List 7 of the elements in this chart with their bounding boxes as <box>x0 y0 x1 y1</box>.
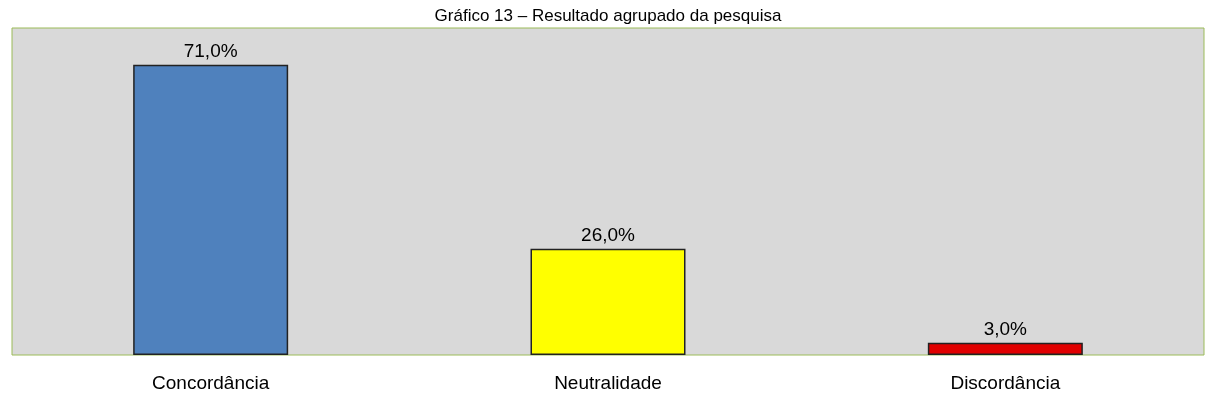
x-tick-label: Concordância <box>152 372 270 393</box>
data-label: 3,0% <box>983 317 1028 339</box>
data-label: 26,0% <box>581 223 636 245</box>
x-tick-label: Neutralidade <box>554 372 662 393</box>
data-label: 71,0% <box>183 39 238 61</box>
chart-title: Gráfico 13 – Resultado agrupado da pesquisa <box>434 6 782 25</box>
x-tick-label: Discordância <box>950 372 1061 393</box>
